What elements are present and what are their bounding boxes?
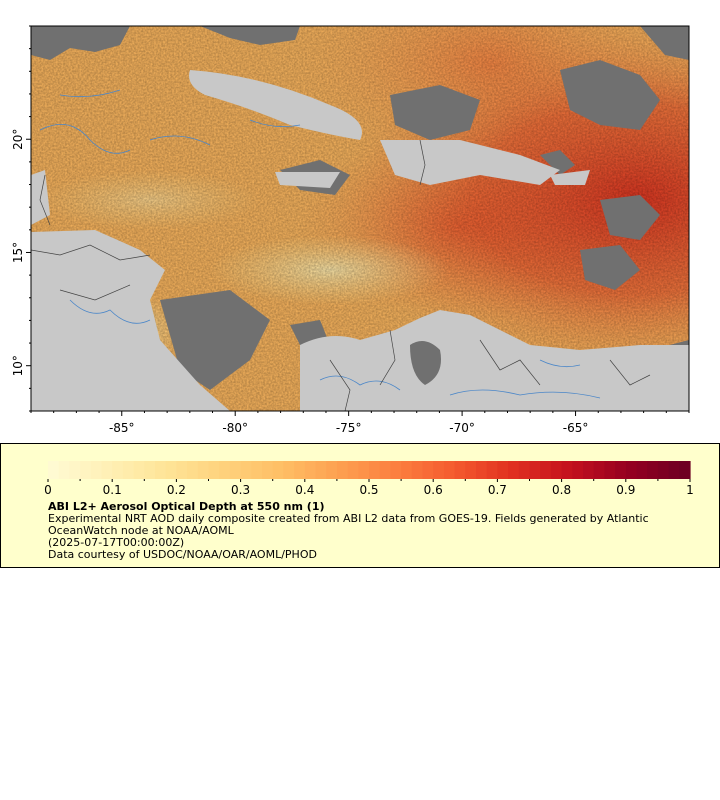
colorbar-cell bbox=[48, 461, 60, 479]
colorbar-cells bbox=[48, 461, 691, 479]
colorbar-cell bbox=[358, 461, 370, 479]
map-layers bbox=[31, 26, 689, 411]
colorbar-cell bbox=[476, 461, 488, 479]
colorbar-cell bbox=[283, 461, 295, 479]
colorbar-cell bbox=[550, 461, 563, 479]
colorbar-cell bbox=[411, 461, 424, 479]
colorbar: 0 0.1 0.2 0.3 0.4 0.5 0.6 0.7 0.8 0.9 1 bbox=[44, 461, 694, 497]
colorbar-cell bbox=[593, 461, 605, 479]
colorbar-tick-label: 0.5 bbox=[359, 483, 378, 497]
colorbar-cell bbox=[112, 461, 124, 479]
colorbar-cell bbox=[604, 461, 616, 479]
colorbar-cell bbox=[454, 461, 466, 479]
lat-tick-label: 10° bbox=[11, 355, 25, 376]
rivers bbox=[39, 89, 601, 399]
colorbar-cell bbox=[636, 461, 648, 479]
colorbar-cell bbox=[294, 461, 306, 479]
colorbar-tick-label: 0.3 bbox=[231, 483, 250, 497]
colorbar-cell bbox=[219, 461, 231, 479]
colorbar-cell bbox=[497, 461, 509, 479]
colorbar-cell bbox=[208, 461, 220, 479]
colorbar-tick-label: 0.7 bbox=[488, 483, 507, 497]
colorbar-cell bbox=[572, 461, 584, 479]
colorbar-cell bbox=[433, 461, 445, 479]
colorbar-cell bbox=[540, 461, 552, 479]
lon-tick-label: -70° bbox=[449, 421, 475, 435]
axis-ticks bbox=[26, 25, 690, 416]
land-masses bbox=[31, 170, 689, 411]
legend-title: ABI L2+ Aerosol Optical Depth at 550 nm … bbox=[48, 500, 325, 513]
colorbar-cell bbox=[583, 461, 595, 479]
colorbar-cell bbox=[165, 461, 177, 479]
colorbar-cell bbox=[155, 461, 167, 479]
colorbar-cell bbox=[625, 461, 638, 479]
colorbar-tick-label: 0 bbox=[44, 483, 52, 497]
colorbar-cell bbox=[647, 461, 659, 479]
colorbar-cell bbox=[422, 461, 434, 479]
legend-description: Experimental NRT AOD daily composite cre… bbox=[48, 512, 649, 537]
colorbar-tick-label: 0.9 bbox=[616, 483, 635, 497]
colorbar-cell bbox=[69, 461, 81, 479]
colorbar-cell bbox=[144, 461, 156, 479]
colorbar-cell bbox=[133, 461, 145, 479]
colorbar-cell bbox=[315, 461, 327, 479]
colorbar-cell bbox=[529, 461, 541, 479]
colorbar-cell bbox=[326, 461, 338, 479]
lon-tick-label: -80° bbox=[222, 421, 248, 435]
lat-tick-label: 15° bbox=[11, 242, 25, 263]
lon-tick-label: -85° bbox=[109, 421, 135, 435]
colorbar-cell bbox=[508, 461, 520, 479]
axis-labels: -85° -80° -75° -70° -65° 10° 15° 20° bbox=[11, 129, 588, 435]
colorbar-cell bbox=[101, 461, 113, 479]
colorbar-cell bbox=[304, 461, 317, 479]
colorbar-cell bbox=[486, 461, 498, 479]
colorbar-cell bbox=[122, 461, 135, 479]
colorbar-cell bbox=[262, 461, 274, 479]
lat-tick-label: 20° bbox=[11, 129, 25, 150]
colorbar-cell bbox=[90, 461, 103, 479]
colorbar-tick-label: 0.6 bbox=[424, 483, 443, 497]
colorbar-cell bbox=[401, 461, 413, 479]
colorbar-cell bbox=[443, 461, 456, 479]
legend-panel: 0 0.1 0.2 0.3 0.4 0.5 0.6 0.7 0.8 0.9 1 ABI L2+ Ae… bbox=[0, 443, 720, 568]
map-frame bbox=[30, 25, 690, 412]
colorbar-cell bbox=[668, 461, 680, 479]
colorbar-cell bbox=[251, 461, 263, 479]
colorbar-cell bbox=[187, 461, 199, 479]
colorbar-tick-label: 0.2 bbox=[167, 483, 186, 497]
lon-tick-label: -65° bbox=[563, 421, 589, 435]
water-masks bbox=[189, 70, 590, 188]
colorbar-cell bbox=[176, 461, 188, 479]
colorbar-ticks: 0 0.1 0.2 0.3 0.4 0.5 0.6 0.7 0.8 0.9 1 bbox=[44, 479, 694, 497]
colorbar-cell bbox=[369, 461, 381, 479]
colorbar-cell bbox=[679, 461, 691, 479]
colorbar-cell bbox=[347, 461, 359, 479]
colorbar-tick-label: 1 bbox=[686, 483, 694, 497]
colorbar-cell bbox=[390, 461, 402, 479]
colorbar-cell bbox=[240, 461, 252, 479]
colorbar-tick-label: 0.4 bbox=[295, 483, 314, 497]
legend-credit: Data courtesy of USDOC/NOAA/OAR/AOML/PHO… bbox=[48, 548, 317, 561]
aod-map[interactable]: -85° -80° -75° -70° -65° 10° 15° 20° bbox=[0, 0, 720, 440]
colorbar-cell bbox=[465, 461, 477, 479]
colorbar-cell bbox=[561, 461, 573, 479]
colorbar-cell bbox=[518, 461, 531, 479]
colorbar-cell bbox=[272, 461, 284, 479]
colorbar-cell bbox=[58, 461, 70, 479]
colorbar-tick-label: 0.1 bbox=[103, 483, 122, 497]
lon-tick-label: -75° bbox=[336, 421, 362, 435]
legend-text-block: ABI L2+ Aerosol Optical Depth at 550 nm … bbox=[48, 501, 698, 561]
colorbar-cell bbox=[229, 461, 242, 479]
colorbar-cell bbox=[657, 461, 670, 479]
colorbar-cell bbox=[379, 461, 391, 479]
colorbar-cell bbox=[80, 461, 92, 479]
colorbar-cell bbox=[197, 461, 210, 479]
colorbar-cell bbox=[336, 461, 349, 479]
legend-timestamp: (2025-07-17T00:00:00Z) bbox=[48, 536, 185, 549]
map-canvas[interactable]: -85° -80° -75° -70° -65° 10° 15° 20° bbox=[0, 0, 720, 440]
colorbar-tick-label: 0.8 bbox=[552, 483, 571, 497]
colorbar-cell bbox=[615, 461, 627, 479]
borders bbox=[31, 139, 651, 411]
